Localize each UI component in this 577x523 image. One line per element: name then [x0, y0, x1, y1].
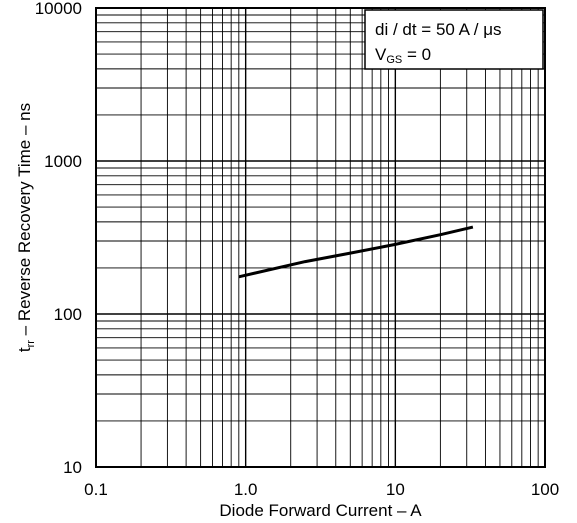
x-tick-labels: 0.1 1.0 10 100	[84, 480, 559, 499]
annotation-didt: di / dt = 50 A / μs	[375, 20, 502, 39]
annotation-vgs-sub: GS	[386, 54, 402, 66]
grid	[96, 8, 545, 467]
y-tick-label: 10	[63, 458, 82, 477]
annotation-box: di / dt = 50 A / μs VGS = 0	[364, 9, 544, 70]
x-tick-label: 0.1	[84, 480, 108, 499]
y-axis-title-base: t	[15, 347, 34, 352]
x-axis-title: Diode Forward Current – A	[219, 501, 422, 520]
y-tick-label: 100	[54, 305, 82, 324]
y-tick-label: 10000	[35, 0, 82, 18]
plot-frame	[95, 7, 546, 468]
y-axis-title-sub: rr	[25, 340, 37, 348]
annotation-vgs-base: V	[375, 45, 387, 64]
y-axis-title: trr – Reverse Recovery Time – ns	[15, 103, 37, 352]
y-tick-label: 1000	[44, 152, 82, 171]
annotation-frame	[364, 9, 544, 70]
x-tick-label: 100	[531, 480, 559, 499]
annotation-vgs: VGS = 0	[375, 45, 431, 66]
x-tick-label: 10	[386, 480, 405, 499]
y-tick-labels: 10 100 1000 10000	[35, 0, 82, 477]
annotation-vgs-rest: = 0	[402, 45, 431, 64]
y-axis-title-rest: – Reverse Recovery Time – ns	[15, 103, 34, 340]
series-line	[238, 225, 474, 279]
series-group	[238, 225, 474, 279]
x-tick-label: 1.0	[234, 480, 258, 499]
